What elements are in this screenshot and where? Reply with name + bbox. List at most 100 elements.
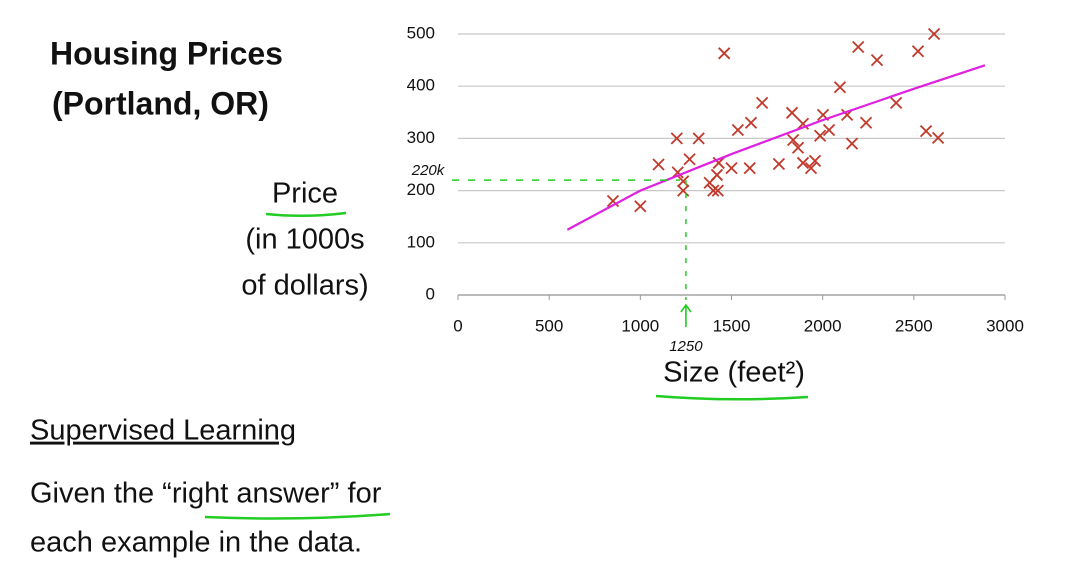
data-point <box>712 156 725 170</box>
data-point <box>670 132 683 145</box>
annotation-arrow <box>680 303 692 327</box>
cross-stroke <box>677 175 690 188</box>
x-tick-label: 1500 <box>713 316 751 335</box>
cross-stroke <box>870 53 884 67</box>
slide-text: each example in the data. <box>30 527 362 559</box>
cross-stroke <box>808 154 822 167</box>
data-point <box>652 158 665 171</box>
data-point <box>677 175 690 188</box>
cross-stroke <box>813 129 827 142</box>
data-point <box>785 106 799 119</box>
data-point <box>606 194 620 208</box>
cross-stroke <box>859 116 873 129</box>
data-point <box>859 116 873 129</box>
data-point <box>718 47 731 60</box>
data-point <box>692 132 705 145</box>
data-point <box>796 156 810 170</box>
data-point <box>772 157 786 171</box>
cross-stroke <box>796 117 810 130</box>
x-tick-label: 0 <box>453 316 462 335</box>
data-point <box>813 129 827 142</box>
y-tick-label: 100 <box>407 232 435 251</box>
cross-stroke <box>743 162 756 175</box>
cross-stroke <box>791 141 805 154</box>
annotation-label: 1250 <box>669 338 703 355</box>
cross-stroke <box>785 106 799 119</box>
data-point <box>744 116 758 129</box>
y-tick-label: 300 <box>407 128 435 147</box>
cross-stroke <box>822 123 836 137</box>
cross-stroke <box>692 132 705 145</box>
fit-curve <box>566 64 986 231</box>
hand-underline <box>265 211 347 218</box>
cross-stroke <box>833 81 847 94</box>
cross-stroke <box>711 184 724 197</box>
x-tick-label: 2500 <box>895 316 933 335</box>
data-point <box>634 200 647 213</box>
slide-text: Given the “right answer” for <box>30 478 382 510</box>
cross-stroke <box>816 108 830 122</box>
cross-stroke <box>634 200 647 213</box>
cross-stroke <box>931 131 945 145</box>
data-point <box>833 81 847 94</box>
cross-stroke <box>786 133 800 147</box>
y-tick-label: 0 <box>426 284 435 303</box>
data-point <box>845 137 859 150</box>
hand-underline <box>204 512 391 520</box>
y-tick-label: 200 <box>407 180 435 199</box>
data-point <box>786 133 800 147</box>
cross-stroke <box>744 116 758 129</box>
data-point <box>707 184 720 197</box>
data-point <box>890 96 903 110</box>
cross-stroke <box>725 162 738 175</box>
chart-title: Housing Prices <box>50 35 283 71</box>
data-point <box>743 162 756 175</box>
y-axis-label: Price <box>272 178 338 210</box>
cross-stroke <box>852 40 865 54</box>
data-point <box>725 162 738 175</box>
data-point <box>683 153 696 166</box>
y-axis-label: of dollars) <box>241 270 368 302</box>
x-tick-label: 2000 <box>804 316 842 335</box>
cross-stroke <box>731 123 745 137</box>
cross-stroke <box>606 194 620 208</box>
x-tick-label: 1000 <box>621 316 659 335</box>
cross-stroke <box>718 47 731 60</box>
data-point <box>711 184 724 197</box>
data-point <box>808 154 822 167</box>
cross-stroke <box>796 156 810 170</box>
cross-stroke <box>804 162 818 175</box>
cross-stroke <box>755 96 769 110</box>
cross-stroke <box>845 137 859 150</box>
cross-stroke <box>710 168 724 182</box>
cross-stroke <box>911 45 925 58</box>
hand-underline <box>655 394 809 401</box>
data-point <box>911 45 925 58</box>
cross-stroke <box>670 132 683 145</box>
data-point <box>677 184 690 197</box>
x-axis-label: Size (feet²) <box>663 357 805 389</box>
cross-stroke <box>919 124 933 138</box>
cross-stroke <box>712 156 725 170</box>
y-tick-label: 500 <box>407 23 435 42</box>
x-tick-label: 3000 <box>986 316 1024 335</box>
cross-stroke <box>677 184 690 197</box>
data-point <box>870 53 884 67</box>
cross-stroke <box>707 184 720 197</box>
data-point <box>710 168 724 182</box>
cross-stroke <box>890 96 903 110</box>
cross-stroke <box>652 158 665 171</box>
chart-title: (Portland, OR) <box>52 85 269 121</box>
x-tick-label: 500 <box>535 316 563 335</box>
data-point <box>852 40 865 54</box>
cross-stroke <box>683 153 696 166</box>
data-point <box>919 124 933 138</box>
data-point <box>755 96 769 110</box>
y-tick-label: 400 <box>407 76 435 95</box>
y-axis-label: (in 1000s <box>245 224 364 256</box>
cross-stroke <box>927 27 941 41</box>
data-point <box>796 117 810 130</box>
slide-heading: Supervised Learning <box>30 415 296 447</box>
cross-stroke <box>772 157 786 171</box>
